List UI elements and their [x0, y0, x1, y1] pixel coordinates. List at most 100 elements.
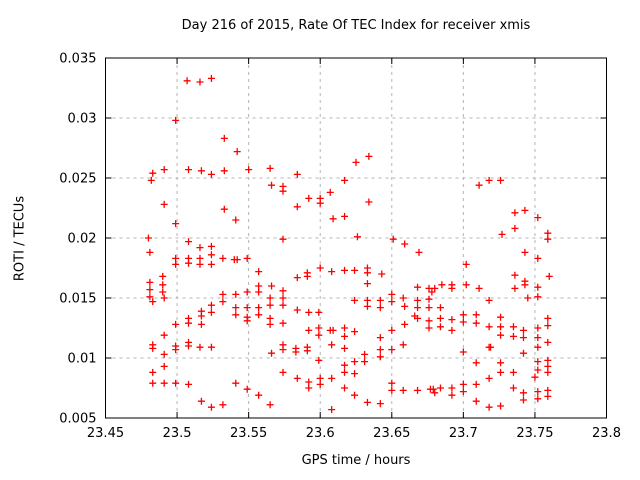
data-point-marker	[303, 347, 311, 355]
data-point-marker	[160, 294, 168, 302]
data-point-marker	[534, 395, 542, 403]
data-point-marker	[268, 282, 276, 290]
y-tick-label: 0.005	[59, 412, 96, 427]
data-point-marker	[149, 169, 157, 177]
data-point-marker	[511, 224, 519, 232]
x-axis-title: GPS time / hours	[301, 453, 411, 468]
data-point-marker	[448, 316, 456, 324]
data-point-marker	[146, 278, 154, 286]
x-tick-label: 23.75	[516, 426, 553, 441]
data-point-marker	[459, 380, 467, 388]
data-point-marker	[431, 389, 439, 397]
data-point-marker	[305, 326, 313, 334]
data-point-marker	[448, 384, 456, 392]
data-point-marker	[544, 229, 552, 237]
data-point-marker	[232, 304, 240, 312]
data-point-marker	[172, 116, 180, 124]
data-point-marker	[243, 317, 251, 325]
x-tick-label: 23.55	[230, 426, 267, 441]
data-point-marker	[328, 406, 336, 414]
data-point-marker	[220, 205, 228, 213]
data-point-marker	[519, 326, 527, 334]
data-point-marker	[511, 271, 519, 279]
data-point-marker	[534, 293, 542, 301]
data-point-marker	[232, 311, 240, 319]
data-point-marker	[475, 181, 483, 189]
data-point-marker	[388, 326, 396, 334]
data-point-marker	[414, 296, 422, 304]
data-point-marker	[459, 318, 467, 326]
data-point-marker	[207, 170, 215, 178]
data-point-marker	[448, 326, 456, 334]
data-point-marker	[255, 288, 263, 296]
data-point-marker	[316, 199, 324, 207]
data-point-marker	[243, 254, 251, 262]
data-point-marker	[255, 268, 263, 276]
data-point-marker	[462, 281, 470, 289]
data-point-marker	[351, 266, 359, 274]
data-point-marker	[351, 391, 359, 399]
data-point-marker	[534, 358, 542, 366]
data-point-marker	[328, 374, 336, 382]
data-point-marker	[352, 158, 360, 166]
data-point-marker	[544, 235, 552, 243]
data-point-marker	[243, 288, 251, 296]
data-point-marker	[414, 304, 422, 312]
data-point-marker	[220, 134, 228, 142]
plot-border	[105, 57, 607, 419]
data-point-marker	[519, 396, 527, 404]
data-point-marker	[196, 244, 204, 252]
data-point-marker	[341, 368, 349, 376]
data-point-marker	[376, 400, 384, 408]
data-point-marker	[220, 167, 228, 175]
data-point-marker	[232, 379, 240, 387]
data-point-marker	[172, 260, 180, 268]
data-point-marker	[160, 331, 168, 339]
data-point-marker	[519, 334, 527, 342]
x-tick-label: 23.45	[87, 426, 124, 441]
data-point-marker	[544, 322, 552, 330]
data-point-marker	[431, 284, 439, 292]
data-point-marker	[485, 403, 493, 411]
data-point-marker	[365, 152, 373, 160]
data-point-marker	[207, 242, 215, 250]
data-point-marker	[316, 374, 324, 382]
data-point-marker	[255, 304, 263, 312]
x-tick-label: 23.8	[592, 426, 621, 441]
data-point-marker	[279, 301, 287, 309]
data-point-marker	[160, 350, 168, 358]
data-point-marker	[521, 248, 529, 256]
data-point-marker	[365, 198, 373, 206]
data-point-marker	[279, 294, 287, 302]
data-point-marker	[351, 328, 359, 336]
data-point-marker	[268, 349, 276, 357]
y-tick-label: 0.02	[68, 232, 97, 247]
data-point-marker	[472, 380, 480, 388]
data-point-marker	[341, 212, 349, 220]
data-point-marker	[351, 358, 359, 366]
data-point-marker	[425, 304, 433, 312]
data-point-marker	[509, 332, 517, 340]
data-point-marker	[534, 283, 542, 291]
data-point-marker	[341, 344, 349, 352]
data-point-marker	[305, 384, 313, 392]
data-point-marker	[207, 74, 215, 82]
data-point-marker	[172, 320, 180, 328]
data-point-marker	[207, 343, 215, 351]
data-point-marker	[521, 281, 529, 289]
data-point-marker	[196, 78, 204, 86]
data-point-marker	[363, 280, 371, 288]
data-point-marker	[341, 332, 349, 340]
data-point-marker	[185, 342, 193, 350]
data-point-marker	[293, 274, 301, 282]
data-point-marker	[207, 403, 215, 411]
data-point-marker	[544, 356, 552, 364]
data-point-marker	[472, 319, 480, 327]
data-point-marker	[401, 240, 409, 248]
data-point-marker	[172, 254, 180, 262]
data-point-marker	[428, 288, 436, 296]
data-point-marker	[172, 220, 180, 228]
data-point-marker	[329, 215, 337, 223]
data-point-marker	[149, 379, 157, 387]
data-point-marker	[544, 392, 552, 400]
